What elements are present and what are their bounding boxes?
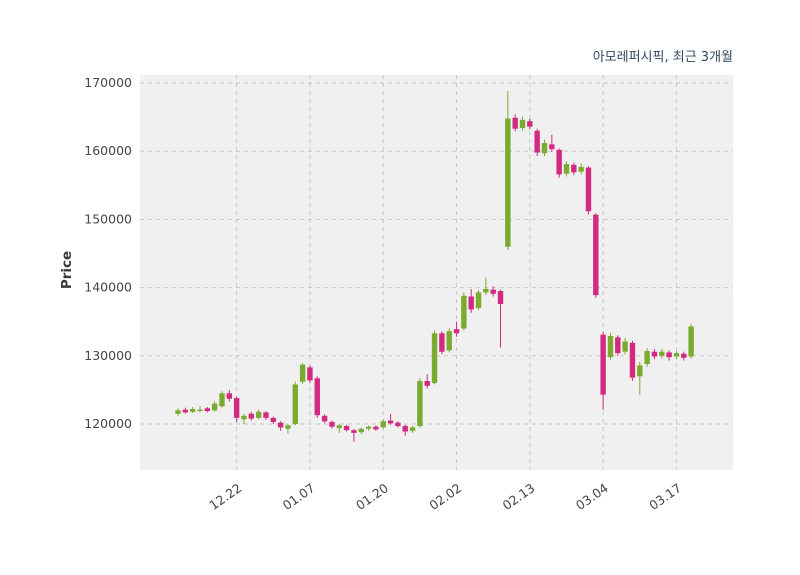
candle — [688, 323, 694, 359]
candle — [336, 424, 342, 433]
candle — [380, 419, 386, 429]
candle — [637, 361, 643, 395]
candle — [615, 335, 621, 356]
candle — [263, 411, 269, 420]
candle — [556, 148, 562, 178]
candle — [409, 426, 416, 433]
candle — [644, 348, 650, 367]
candle — [453, 321, 460, 337]
candle — [534, 128, 540, 156]
candle — [439, 331, 445, 355]
candle — [681, 351, 687, 361]
candle — [351, 428, 357, 442]
y-axis-ticks: 120000 130000 140000 150000 160000 170000 — [84, 75, 132, 431]
candle — [461, 292, 467, 331]
candle — [277, 421, 284, 431]
candle — [365, 425, 372, 431]
candle — [395, 421, 401, 428]
candle — [622, 338, 628, 355]
svg-text:12.22: 12.22 — [206, 480, 244, 513]
candle — [659, 348, 665, 359]
candle — [629, 340, 636, 382]
candle — [219, 391, 225, 408]
candle — [307, 365, 313, 384]
candle — [527, 118, 533, 130]
candle — [549, 134, 555, 152]
svg-text:120000: 120000 — [84, 416, 132, 431]
candle — [666, 350, 672, 361]
candle — [321, 414, 328, 424]
svg-text:02.13: 02.13 — [500, 480, 538, 513]
candle — [211, 401, 218, 412]
candle — [497, 289, 504, 348]
candle — [490, 286, 496, 297]
candle — [387, 413, 394, 425]
candle — [593, 213, 599, 298]
candle — [373, 425, 379, 431]
candle — [197, 406, 203, 413]
svg-text:02.02: 02.02 — [426, 480, 464, 513]
y-axis-label: Price — [59, 250, 76, 290]
candle — [431, 330, 438, 385]
candle — [483, 277, 489, 296]
svg-text:01.20: 01.20 — [353, 480, 391, 513]
candle — [255, 409, 262, 420]
candle — [541, 139, 548, 156]
svg-text:01.07: 01.07 — [280, 480, 318, 513]
svg-text:03.17: 03.17 — [646, 480, 684, 513]
svg-text:130000: 130000 — [84, 348, 132, 363]
candle — [505, 91, 511, 251]
candle — [343, 424, 350, 432]
candle — [175, 408, 181, 416]
svg-text:150000: 150000 — [84, 211, 132, 226]
svg-text:160000: 160000 — [84, 143, 132, 158]
candle — [475, 290, 482, 311]
candle — [424, 374, 430, 389]
svg-text:140000: 140000 — [84, 280, 132, 295]
candle — [585, 166, 592, 215]
candle — [571, 162, 577, 176]
candle — [607, 332, 614, 360]
candle — [299, 363, 306, 384]
chart-title: 아모레퍼시픽, 최근 3개월 — [592, 50, 733, 65]
candle — [241, 413, 247, 424]
candle — [402, 424, 408, 436]
candle — [651, 348, 658, 360]
candle — [468, 288, 474, 313]
candle — [673, 351, 680, 360]
candle — [329, 420, 335, 429]
candle — [189, 406, 196, 414]
candle — [248, 411, 254, 421]
candle — [600, 331, 606, 410]
candle — [578, 163, 584, 175]
candle — [285, 424, 291, 434]
candle — [512, 114, 518, 132]
candle — [314, 376, 320, 418]
x-axis-ticks: 12.22 01.07 01.20 02.02 02.13 03.04 03.17 — [206, 480, 684, 513]
candle — [226, 389, 233, 402]
candles-layer — [175, 91, 694, 442]
candle — [563, 161, 570, 177]
candle — [292, 381, 298, 426]
candle — [358, 427, 364, 435]
candle — [417, 378, 423, 428]
candle — [446, 328, 452, 353]
candle — [182, 407, 189, 414]
candle — [270, 416, 276, 424]
candle — [519, 116, 526, 131]
svg-text:170000: 170000 — [84, 75, 132, 90]
plot-background — [140, 75, 733, 470]
candle — [204, 406, 211, 413]
svg-text:03.04: 03.04 — [573, 480, 611, 513]
candle — [233, 396, 240, 422]
